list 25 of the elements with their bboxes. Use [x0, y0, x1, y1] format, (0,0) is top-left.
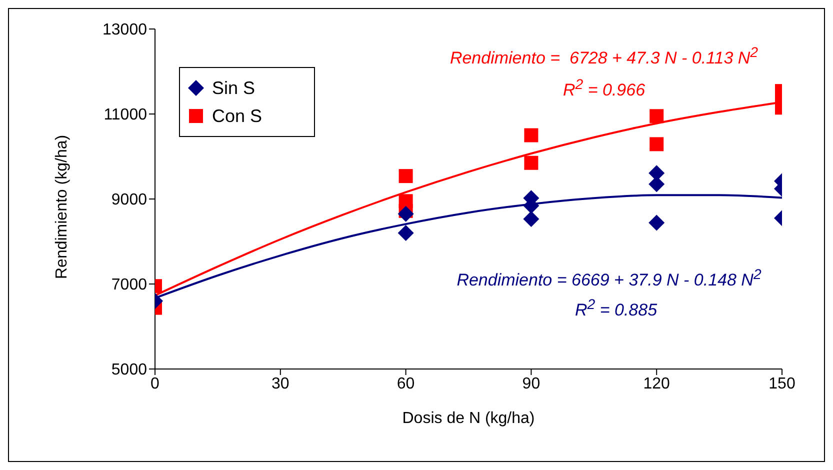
annotation: Rendimiento = 6669 + 37.9 N - 0.148 N$^{2}$: [456, 267, 762, 291]
point: [524, 128, 538, 142]
legend-label: Sin S: [212, 77, 256, 100]
point: [523, 210, 540, 227]
y-tick-label: 9000: [111, 192, 148, 209]
x-tick-label: 0: [150, 375, 160, 392]
x-tick-label: 30: [272, 375, 290, 392]
y-axis-title: Rendimiento (kg/ha): [54, 134, 71, 279]
y-tick-label: 7000: [111, 276, 148, 294]
y-tick-label: 5000: [111, 362, 148, 379]
point: [524, 156, 538, 170]
annotation: R$^{2}$ = 0.885: [574, 297, 658, 321]
annotation: R$^{2}$ = 0.966: [562, 77, 646, 101]
x-tick-label: 150: [768, 375, 796, 392]
point: [398, 169, 413, 184]
annotation: Rendimiento = 6728 + 47.3 N - 0.113 N$^{2}$: [450, 45, 758, 69]
x-axis-title: Dosis de N (kg/ha): [402, 410, 535, 427]
x-tick-label: 120: [643, 375, 670, 392]
point: [398, 206, 414, 222]
point: [398, 225, 414, 241]
x-tick-label: 60: [396, 375, 415, 392]
legend-label: Con S: [212, 105, 262, 128]
y-tick-label: 13000: [102, 22, 148, 39]
x-tick-label: 90: [522, 375, 540, 392]
y-tick-label: 11000: [104, 106, 148, 124]
